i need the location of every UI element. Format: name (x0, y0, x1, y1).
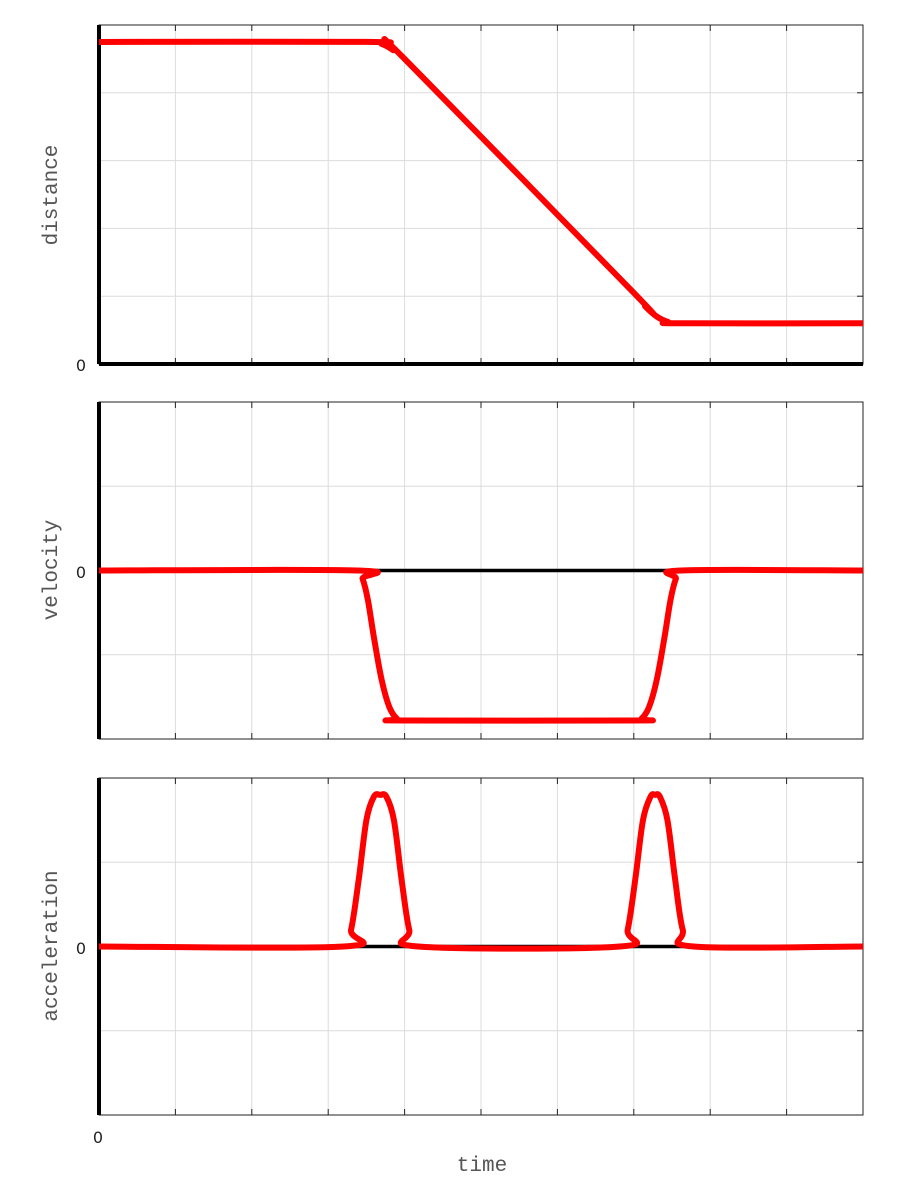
acceleration-ylabel: acceleration (41, 870, 64, 1021)
distance-series-line (98, 35, 864, 327)
distance-panel: distance 0 (41, 24, 864, 375)
velocity-series-line (98, 566, 864, 724)
velocity-panel-plot (97, 401, 864, 740)
time-zero-tick-label: 0 (93, 1128, 103, 1147)
velocity-zero-tick-label: 0 (76, 563, 86, 582)
time-xlabel: time (457, 1155, 507, 1178)
velocity-ylabel: velocity (41, 520, 64, 621)
distance-panel-plot (97, 24, 864, 366)
distance-zero-tick-label: 0 (76, 356, 86, 375)
velocity-panel: velocity 0 (41, 401, 864, 740)
acceleration-panel: acceleration 0 0 time (41, 777, 864, 1178)
distance-ylabel: distance (41, 145, 64, 246)
acceleration-zero-tick-label: 0 (76, 939, 86, 958)
acceleration-panel-plot (97, 777, 864, 1116)
acceleration-series-line (98, 791, 864, 952)
